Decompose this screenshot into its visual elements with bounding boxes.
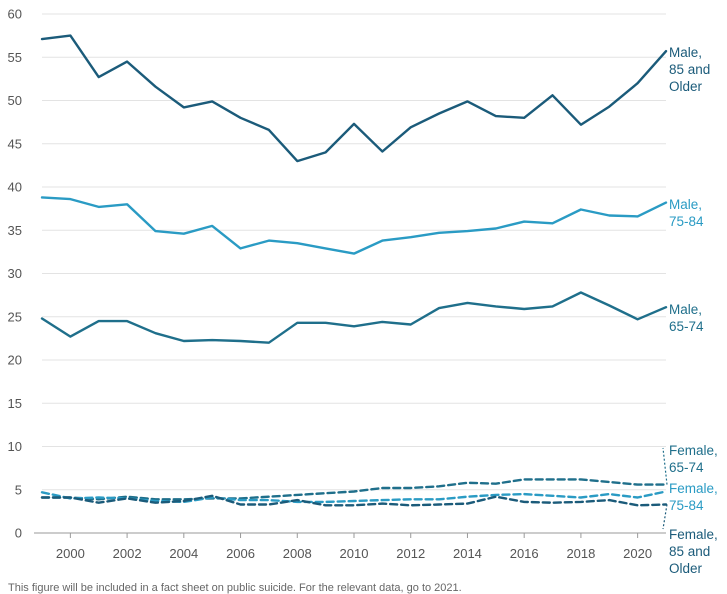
series-leader-6 bbox=[662, 504, 668, 530]
series-label-2: Male, 75-84 bbox=[669, 197, 704, 229]
series-line-1 bbox=[40, 34, 668, 163]
series-label-text-5: Female, 75-84 bbox=[669, 481, 718, 513]
y-tick-label-55: 55 bbox=[8, 50, 22, 65]
y-tick-label-30: 30 bbox=[8, 266, 22, 281]
series-label-3: Male, 65-74 bbox=[669, 302, 704, 334]
series-label-text-2: Male, 75-84 bbox=[669, 197, 704, 229]
y-tick-label-45: 45 bbox=[8, 136, 22, 151]
x-tick-label-2006: 2006 bbox=[226, 546, 255, 561]
y-tick-label-0: 0 bbox=[15, 526, 22, 541]
x-tick-label-2020: 2020 bbox=[623, 546, 652, 561]
y-tick-label-25: 25 bbox=[8, 309, 22, 324]
y-tick-label-40: 40 bbox=[8, 180, 22, 195]
y-tick-label-60: 60 bbox=[8, 7, 22, 22]
series-label-text-1: Male, 85 and Older bbox=[669, 45, 710, 94]
y-tick-label-35: 35 bbox=[8, 223, 22, 238]
x-tick-label-2018: 2018 bbox=[566, 546, 595, 561]
x-tick-label-2002: 2002 bbox=[113, 546, 142, 561]
footnote: This figure will be included in a fact s… bbox=[8, 582, 462, 594]
series-line-3 bbox=[40, 291, 668, 344]
series-leader-4 bbox=[662, 447, 668, 485]
x-tick-label-2004: 2004 bbox=[169, 546, 198, 561]
series-line-6 bbox=[40, 494, 668, 507]
y-tick-label-5: 5 bbox=[15, 482, 22, 497]
x-tick-label-2014: 2014 bbox=[453, 546, 482, 561]
series-line-2 bbox=[40, 196, 668, 255]
series-label-text-4: Female, 65-74 bbox=[669, 443, 718, 475]
series-label-4: Female, 65-74 bbox=[662, 443, 718, 485]
x-tick-label-2012: 2012 bbox=[396, 546, 425, 561]
series-label-5: Female, 75-84 bbox=[669, 481, 718, 513]
y-tick-label-50: 50 bbox=[8, 93, 22, 108]
x-tick-label-2008: 2008 bbox=[283, 546, 312, 561]
y-tick-label-15: 15 bbox=[8, 396, 22, 411]
x-tick-label-2010: 2010 bbox=[340, 546, 369, 561]
y-tick-label-10: 10 bbox=[8, 439, 22, 454]
y-tick-label-20: 20 bbox=[8, 353, 22, 368]
series-label-6: Female, 85 and Older bbox=[662, 504, 718, 576]
series-label-1: Male, 85 and Older bbox=[669, 45, 710, 94]
series-line-4 bbox=[40, 478, 668, 501]
series-label-text-6: Female, 85 and Older bbox=[669, 527, 718, 576]
series-label-text-3: Male, 65-74 bbox=[669, 302, 704, 334]
x-tick-label-2016: 2016 bbox=[510, 546, 539, 561]
x-tick-label-2000: 2000 bbox=[56, 546, 85, 561]
